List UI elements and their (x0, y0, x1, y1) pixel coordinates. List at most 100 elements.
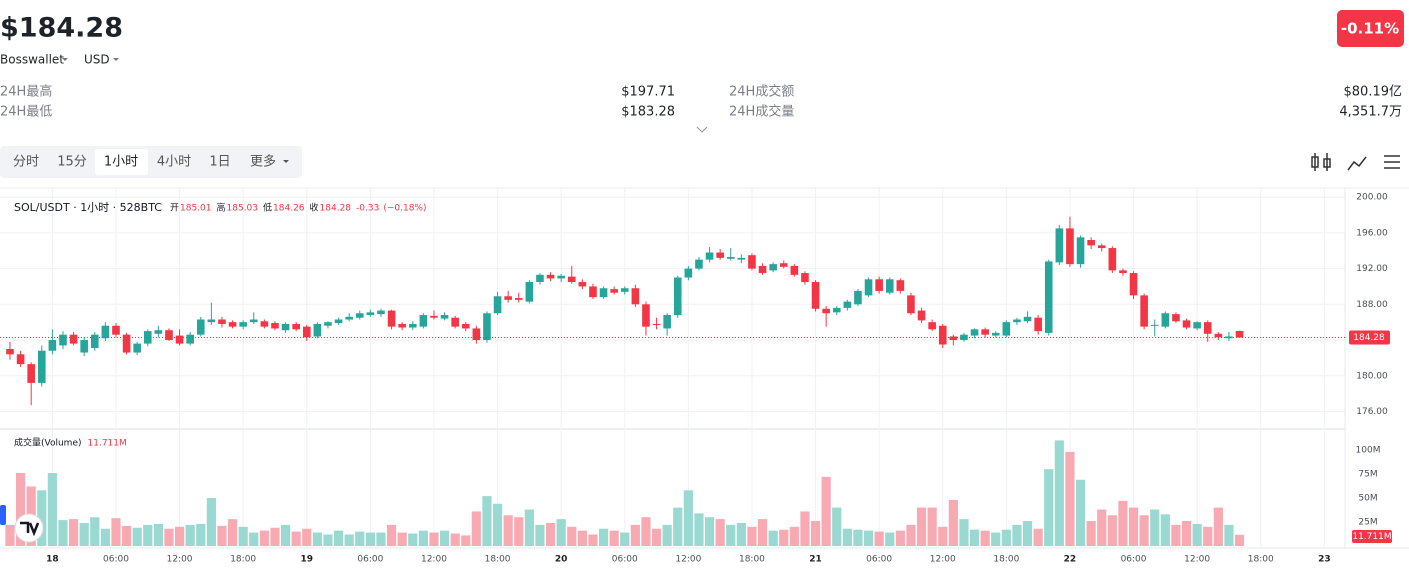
candle-body (673, 277, 682, 316)
candle-body (684, 268, 693, 278)
tab[interactable]: 1日 (209, 155, 230, 170)
volume-bar (238, 526, 248, 546)
volume-bar (1171, 524, 1181, 546)
candle-icon[interactable] (1311, 153, 1331, 171)
candle-body (546, 274, 555, 279)
x-tick-label: 06:00 (612, 555, 638, 565)
candle-body (186, 334, 194, 344)
currency[interactable]: USD (84, 53, 110, 67)
candle-body (398, 323, 406, 328)
x-tick-label: 06:00 (866, 555, 892, 565)
volume-bar (111, 518, 121, 546)
volume-bar (948, 499, 958, 546)
volume-bar (757, 519, 768, 546)
marks (0, 216, 1345, 546)
stat-value: 4,351.7万 (1339, 105, 1402, 120)
tab[interactable]: 分时 (13, 155, 39, 170)
candle-body (59, 334, 67, 346)
candle-body (1225, 336, 1233, 339)
volume-bar (980, 530, 990, 546)
volume-bar (323, 534, 333, 546)
volume-bar (217, 525, 227, 546)
caret (283, 160, 289, 163)
x-tick-label: 22 (1064, 555, 1077, 565)
candle-body (525, 281, 534, 302)
volume-bar (153, 523, 163, 546)
volume-bar (577, 530, 587, 546)
volume-bar (514, 517, 524, 546)
side-tab[interactable] (0, 505, 6, 525)
volume-bar (100, 528, 110, 546)
volume-bar (164, 528, 174, 546)
candle-body (642, 304, 650, 327)
candle-body (1235, 331, 1244, 338)
stat-value: $197.71 (621, 85, 675, 100)
volume-bar (1107, 515, 1117, 546)
candle-body (695, 259, 703, 269)
volume-bar (482, 496, 492, 546)
candle-body (228, 322, 237, 327)
volume-bar (280, 524, 291, 546)
candle-body (652, 323, 661, 325)
indicator-icon[interactable] (1347, 156, 1367, 171)
volume-bar (535, 524, 545, 546)
volume-bar (969, 529, 980, 546)
settings-icon[interactable] (1384, 155, 1400, 169)
volume-bar (800, 511, 810, 546)
volume-bar (1224, 524, 1234, 546)
volume-value: 11.711M (88, 439, 127, 449)
candle-body (175, 335, 184, 344)
volume-bar (630, 524, 640, 546)
candle-body (716, 252, 724, 258)
volume-bar (302, 528, 312, 546)
volume-bar (863, 530, 874, 546)
volume-bar (842, 528, 852, 546)
source[interactable]: Bosswallet (0, 53, 64, 67)
candle-body (811, 281, 820, 309)
volume-bar (68, 519, 79, 546)
volume-bar (598, 528, 609, 546)
tab[interactable]: 1小时 (104, 155, 138, 170)
x-tick-label: 12:00 (167, 555, 193, 565)
volume-bar (376, 532, 386, 546)
legend-label: 低 (263, 202, 272, 214)
candle-body (610, 289, 618, 293)
legend-change: -0.33 (356, 204, 379, 214)
candle-body (122, 334, 131, 353)
volume-bar (121, 525, 132, 546)
volume-bar (641, 517, 651, 546)
volume-bar (270, 527, 280, 546)
candle-body (80, 340, 88, 353)
candle-body (408, 323, 417, 328)
volume-bar (789, 526, 799, 546)
tab[interactable]: 4小时 (157, 155, 191, 170)
volume-bar (259, 530, 269, 546)
candle-body (1076, 237, 1085, 265)
volume-bar (959, 519, 969, 546)
candle-body (748, 255, 756, 269)
candle-body (440, 315, 449, 319)
candle-body (1013, 319, 1021, 323)
candle-body (1044, 261, 1053, 333)
candle-body (69, 334, 78, 344)
tab[interactable]: 更多 (250, 154, 276, 170)
last-price-box (1349, 330, 1390, 345)
volume-bar (1065, 451, 1075, 546)
price: $184.28 (0, 13, 123, 44)
candle-body (430, 315, 438, 318)
volume-bar (1234, 534, 1245, 546)
tab[interactable]: 15分 (57, 155, 87, 170)
volume-bar (1001, 529, 1011, 546)
tabs: 分时 15分 1小时 4小时 1日 更多 (13, 149, 289, 175)
legend-value: 184.28 (320, 204, 352, 214)
expand[interactable] (696, 126, 708, 133)
x-tick-label: 06:00 (103, 555, 129, 565)
volume-bar (938, 526, 948, 546)
volume-bar (1160, 514, 1170, 546)
candle-body (864, 279, 873, 296)
volume-bar (1192, 523, 1202, 546)
candle-body (1055, 228, 1064, 263)
candle-body (239, 322, 247, 327)
volume-bar (1150, 509, 1160, 546)
candle-body (843, 301, 852, 308)
